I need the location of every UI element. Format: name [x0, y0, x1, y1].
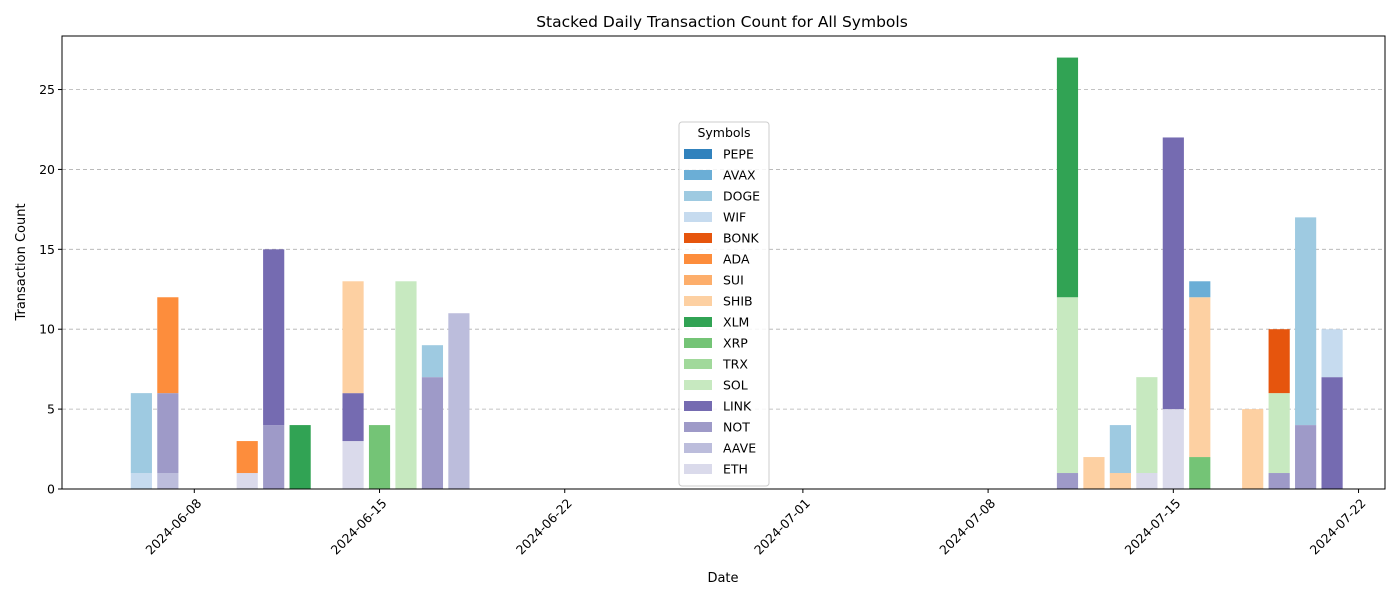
legend-swatch-shib [684, 296, 712, 306]
legend-label: AAVE [723, 441, 756, 456]
bar-segment-not [1268, 473, 1290, 489]
legend-swatch-aave [684, 443, 712, 453]
y-tick-label: 20 [39, 162, 55, 177]
bar-segment-aave [448, 313, 470, 489]
x-axis-label: Date [707, 571, 738, 586]
bar-segment-xrp [1189, 457, 1211, 489]
legend-label: WIF [723, 210, 746, 225]
legend-swatch-xlm [684, 317, 712, 327]
bar-segment-bonk [1268, 329, 1290, 394]
legend-swatch-trx [684, 359, 712, 369]
bar-segment-eth [1136, 473, 1158, 489]
bar-segment-sol [1268, 393, 1290, 474]
bar-segment-wif [130, 473, 152, 489]
bar-segment-avax [1189, 281, 1211, 298]
legend-swatch-pepe [684, 149, 712, 159]
legend-label: PEPE [723, 147, 754, 162]
bar-segment-sol [395, 281, 417, 489]
legend-swatch-wif [684, 212, 712, 222]
legend-label: NOT [723, 420, 750, 435]
y-axis-label: Transaction Count [14, 203, 29, 321]
legend-label: ADA [723, 252, 750, 267]
y-tick-label: 15 [39, 242, 55, 257]
y-tick-label: 10 [39, 322, 55, 337]
legend-swatch-eth [684, 464, 712, 474]
bar-segment-sol [1056, 297, 1079, 474]
bar-segment-not [1056, 473, 1079, 489]
bar-segment-link [263, 249, 285, 426]
legend-label: LINK [723, 399, 752, 414]
bar-segment-doge [421, 345, 444, 378]
bar-segment-eth [342, 441, 364, 489]
bar-segment-shib [1242, 409, 1264, 489]
legend-label: SOL [723, 378, 748, 393]
x-tick-label: 2024-06-08 [142, 495, 204, 557]
legend-label: XLM [723, 315, 749, 330]
bar-segment-not [421, 377, 444, 489]
legend-label: TRX [722, 357, 748, 372]
y-tick-label: 5 [47, 402, 55, 417]
legend-swatch-avax [684, 170, 712, 180]
bar-segment-sol [1136, 377, 1158, 474]
bar-segment-not [263, 425, 285, 489]
bar-segment-eth [1162, 409, 1184, 489]
bar-segment-xlm [1056, 57, 1079, 298]
bar-segment-doge [1109, 425, 1131, 474]
legend-swatch-not [684, 422, 712, 432]
bar-segment-shib [1083, 457, 1105, 489]
legend-label: SHIB [723, 294, 753, 309]
legend-label: SUI [723, 273, 744, 288]
legend-label: DOGE [723, 189, 760, 204]
bar-segment-link [1321, 377, 1343, 489]
bar-segment-doge [130, 393, 152, 474]
plot-frame [61, 35, 1386, 490]
bar-segment-ada [236, 441, 258, 474]
legend-title: Symbols [697, 125, 750, 140]
bar-segment-doge [1295, 217, 1317, 426]
bar-segment-shib [1109, 473, 1131, 489]
legend-label: XRP [723, 336, 748, 351]
legend-swatch-doge [684, 191, 712, 201]
x-tick-label: 2024-07-22 [1307, 496, 1369, 558]
bar-segment-link [1162, 137, 1184, 410]
legend-label: ETH [723, 462, 748, 477]
legend-swatch-link [684, 401, 712, 411]
legend: Symbols PEPE AVAX DOGE WIF BONK ADA SUI SHIB XLM X… [678, 121, 770, 487]
y-tick-label: 25 [39, 82, 55, 97]
legend-swatch-sol [684, 380, 712, 390]
x-tick-label: 2024-06-15 [328, 496, 390, 558]
bar-segment-ada [157, 297, 179, 394]
legend-label: AVAX [723, 168, 756, 183]
y-axis: 0 5 10 15 20 25 [39, 82, 62, 497]
chart-title: Stacked Daily Transaction Count for All … [536, 13, 908, 31]
bar-segment-shib [342, 281, 364, 394]
bar-segment-xlm [289, 425, 311, 489]
x-tick-label: 2024-07-08 [936, 495, 998, 557]
bar-segment-wif [1321, 329, 1343, 378]
bar-segment-shib [1189, 297, 1211, 458]
bar-segment-not [1295, 425, 1317, 489]
bar-segment-aave [157, 473, 179, 489]
legend-swatch-bonk [684, 233, 712, 243]
x-axis: 2024-06-08 2024-06-15 2024-06-22 2024-07-01… [142, 489, 1369, 558]
legend-swatch-ada [684, 254, 712, 264]
legend-swatch-xrp [684, 338, 712, 348]
x-tick-label: 2024-07-15 [1121, 496, 1183, 558]
bar-segment-link [342, 393, 364, 442]
bar-segment-eth [236, 473, 258, 489]
y-tick-label: 0 [47, 482, 55, 497]
x-tick-label: 2024-07-01 [751, 496, 813, 558]
x-tick-label: 2024-06-22 [513, 496, 575, 558]
legend-swatch-sui [684, 275, 712, 285]
bars [130, 57, 1343, 489]
legend-label: BONK [723, 231, 760, 246]
bar-segment-xrp [368, 425, 391, 489]
bar-segment-not [157, 393, 179, 474]
